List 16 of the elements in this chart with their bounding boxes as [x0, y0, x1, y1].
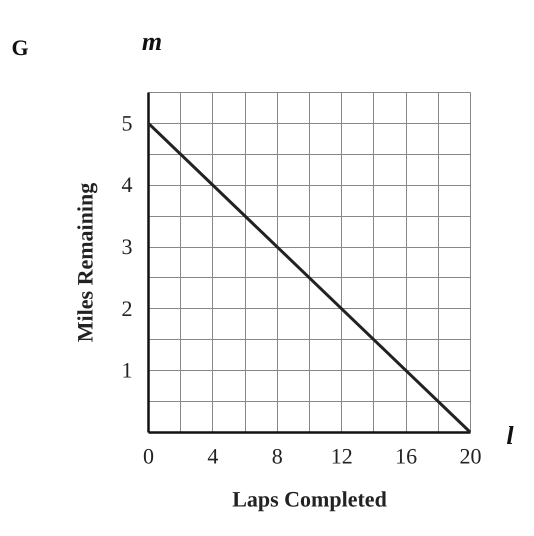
x-tick-label: 16 — [395, 444, 418, 468]
x-tick-label: 12 — [330, 444, 353, 468]
y-tick-label: 4 — [122, 172, 132, 198]
x-tick-label: 8 — [272, 444, 283, 468]
x-tick-label: 4 — [207, 444, 218, 468]
y-tick-label: 1 — [122, 358, 132, 383]
y-tick-label: 2 — [122, 296, 132, 321]
y-axis-title: Miles Remaining — [72, 182, 98, 342]
y-tick-label: 5 — [122, 110, 132, 136]
y-tick-label: 3 — [122, 234, 132, 260]
x-tick-label: 0 — [143, 444, 154, 468]
text: G — [11, 35, 29, 60]
text: m — [142, 27, 162, 56]
x-axis-title: Laps Completed — [232, 486, 387, 512]
x-tick-label: 20 — [460, 444, 482, 468]
text: l — [506, 421, 514, 450]
